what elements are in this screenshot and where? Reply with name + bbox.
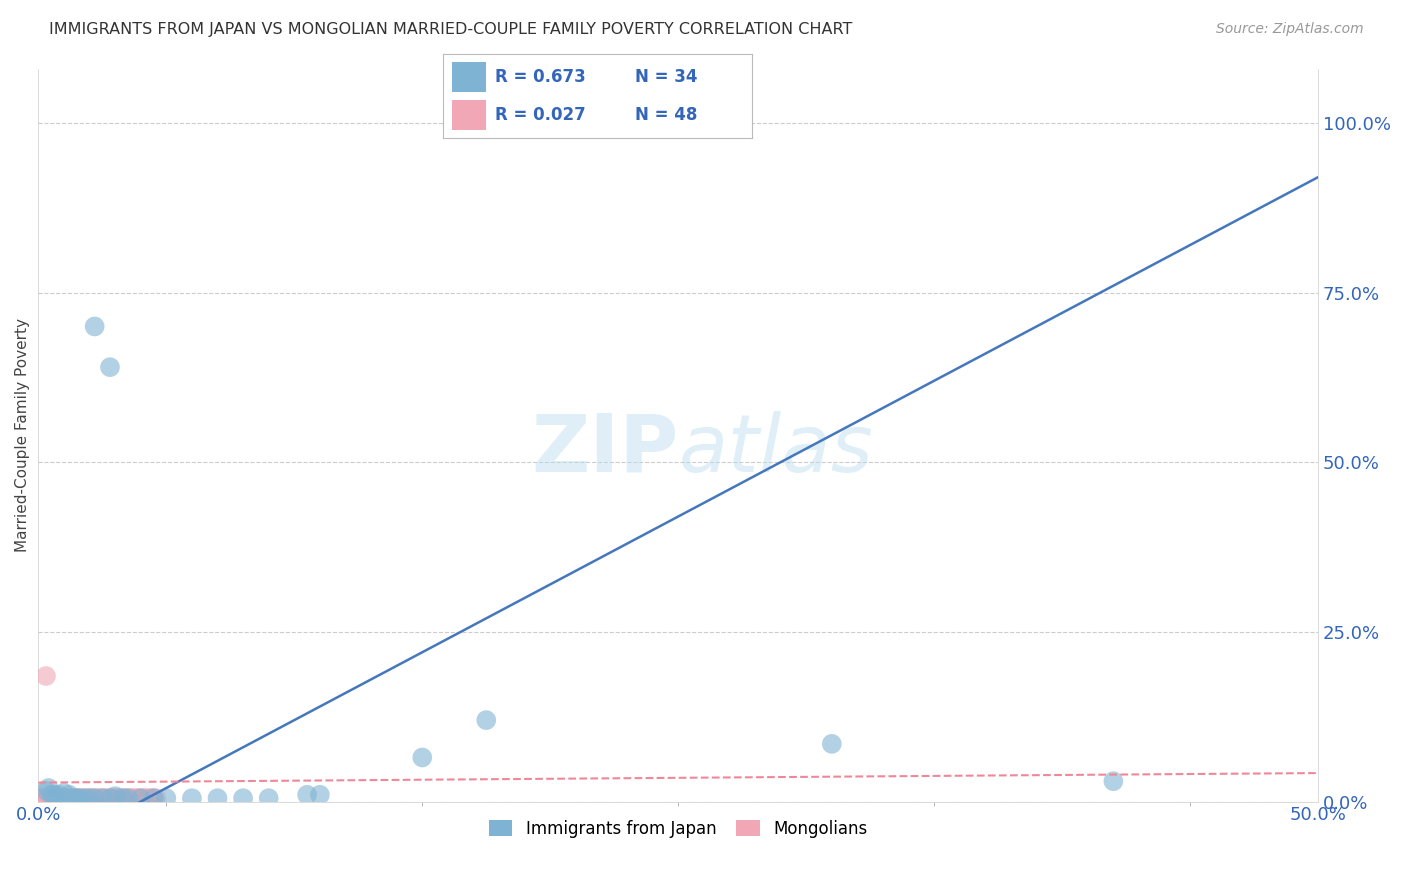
Point [83,319,105,334]
Point [66,791,89,805]
Point [60,791,83,805]
Point [309,788,332,802]
Point [42,788,65,802]
Point [96,791,118,805]
Point [63,791,86,805]
Point [232,791,254,805]
Point [94,791,117,805]
Point [257,791,280,805]
Point [91,791,114,805]
Point [39,791,62,805]
Legend: Immigrants from Japan, Mongolians: Immigrants from Japan, Mongolians [482,814,875,845]
Point [117,791,139,805]
Point [1102,774,1125,789]
Point [207,791,229,805]
Point [104,789,127,804]
Point [35,783,58,797]
Point [48,788,70,802]
Point [110,791,132,805]
Point [135,791,157,805]
Text: N = 48: N = 48 [634,106,697,124]
Point [52,786,75,800]
Point [58,791,80,805]
Point [80,791,103,805]
Point [122,791,145,805]
Point [83,791,105,805]
Bar [453,62,486,92]
Point [45,789,67,804]
Point [129,791,152,805]
Point [45,791,67,805]
Point [111,791,134,805]
Point [111,791,134,805]
Point [48,791,70,805]
Text: atlas: atlas [678,410,873,489]
Point [52,791,75,805]
Text: R = 0.673: R = 0.673 [495,68,586,86]
Point [104,791,127,805]
Point [98,791,121,805]
Point [67,791,90,805]
Point [129,791,152,805]
Point [180,791,202,805]
Point [67,791,90,805]
Point [142,791,165,805]
Point [132,791,155,805]
Point [38,780,60,795]
Y-axis label: Married-Couple Family Poverty: Married-Couple Family Poverty [15,318,30,552]
Point [79,791,101,805]
Point [73,791,96,805]
Bar [453,100,486,130]
Point [42,791,65,805]
Point [821,737,844,751]
Point [70,791,93,805]
Point [30,791,52,805]
Text: N = 34: N = 34 [634,68,697,86]
Point [138,791,160,805]
Point [51,791,73,805]
Point [55,791,77,805]
Point [32,791,55,805]
Point [127,791,149,805]
Text: Source: ZipAtlas.com: Source: ZipAtlas.com [1216,22,1364,37]
Point [66,791,89,805]
Point [60,791,83,805]
Point [295,788,318,802]
Point [79,791,101,805]
Point [114,791,136,805]
Point [35,669,58,683]
Point [91,791,114,805]
Point [155,791,177,805]
Point [39,788,62,802]
Point [98,360,121,375]
Point [411,750,433,764]
Text: ZIP: ZIP [531,410,678,489]
Point [124,791,146,805]
Point [98,791,121,805]
Point [142,791,165,805]
Point [475,713,498,727]
Point [35,791,58,805]
Point [38,791,60,805]
Point [107,791,129,805]
Point [58,788,80,802]
Point [86,791,108,805]
Text: IMMIGRANTS FROM JAPAN VS MONGOLIAN MARRIED-COUPLE FAMILY POVERTY CORRELATION CHA: IMMIGRANTS FROM JAPAN VS MONGOLIAN MARRI… [49,22,852,37]
Point [89,791,111,805]
Point [145,791,167,805]
Point [83,791,105,805]
Point [101,791,124,805]
Point [73,791,96,805]
Text: R = 0.027: R = 0.027 [495,106,586,124]
Point [117,791,139,805]
Point [76,791,98,805]
Point [120,791,142,805]
Point [139,791,162,805]
